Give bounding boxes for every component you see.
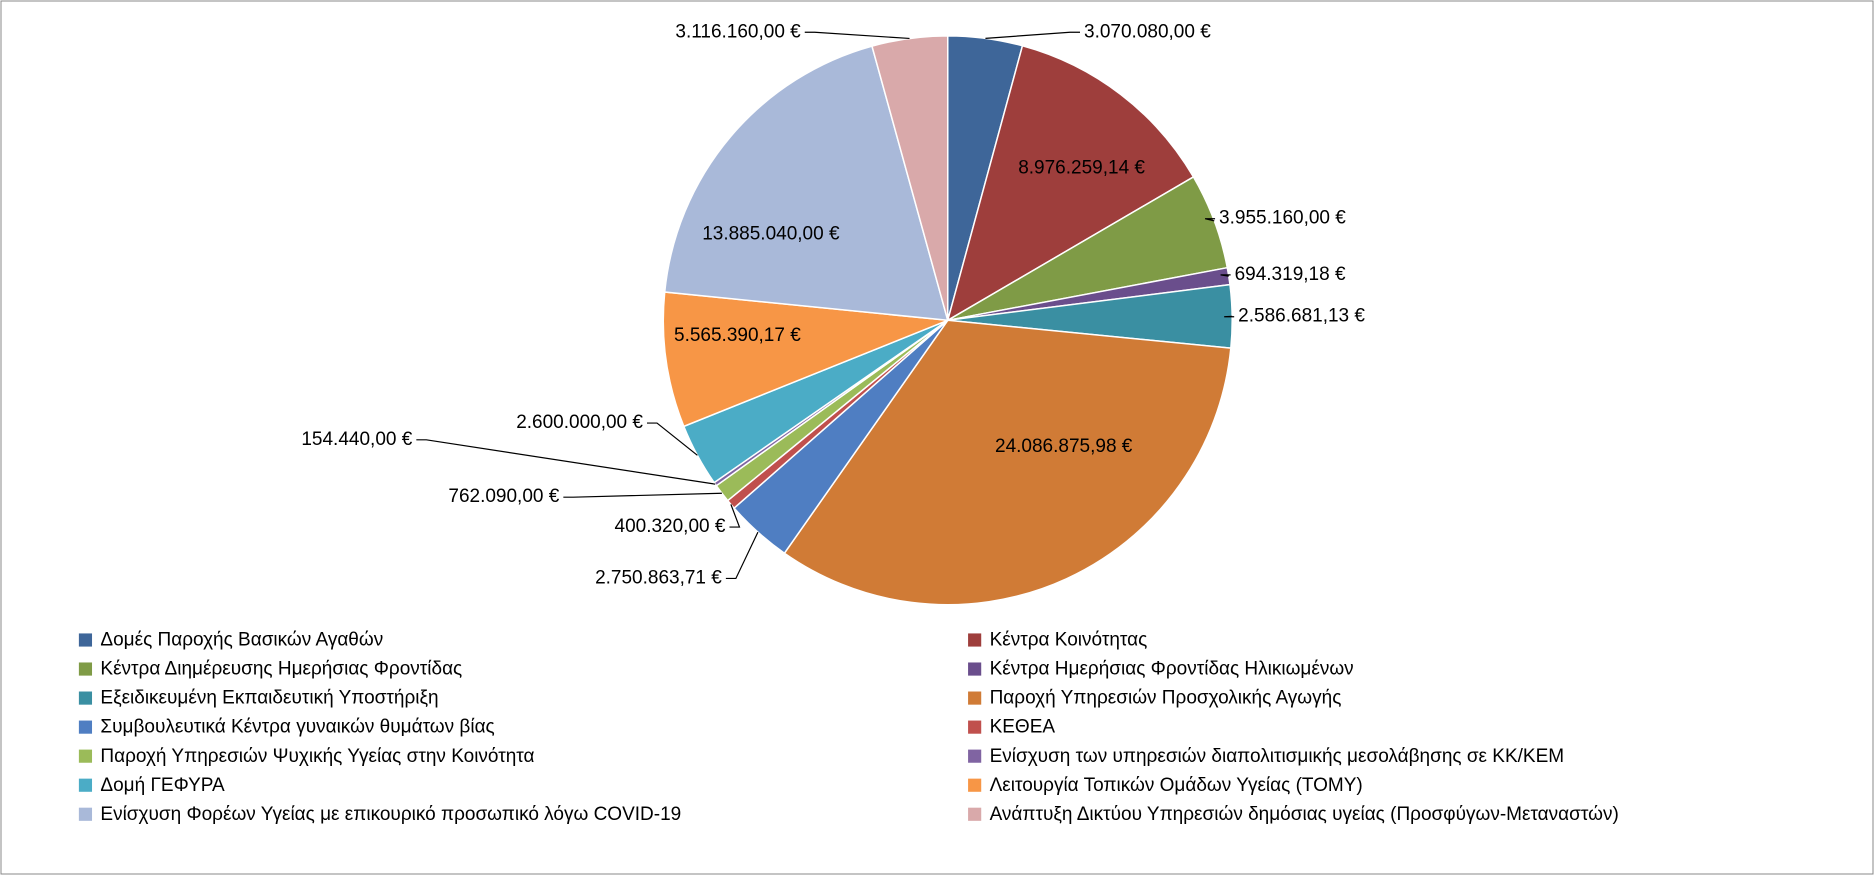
legend-swatch <box>78 662 93 676</box>
leader-line <box>804 31 910 40</box>
legend-label: Κέντρα Διημέρευσης Ημερήσιας Φροντίδας <box>100 659 462 680</box>
data-label: 5.565.390,17 € <box>674 325 801 346</box>
data-label: 694.319,18 € <box>1235 264 1346 285</box>
data-label: 400.320,00 € <box>615 516 726 537</box>
legend-label: Δομή ΓΕΦΥΡΑ <box>100 775 225 796</box>
legend-label: Παροχή Υπηρεσιών Προσχολικής Αγωγής <box>990 688 1342 709</box>
legend-label: Συμβουλευτικά Κέντρα γυναικών θυμάτων βί… <box>100 717 494 738</box>
legend-swatch <box>968 662 982 676</box>
legend-swatch <box>78 807 93 821</box>
data-label: 3.955.160,00 € <box>1219 208 1346 229</box>
legend-label: ΚΕΘΕΑ <box>990 717 1056 738</box>
pie-slice <box>783 319 1232 606</box>
leader-line <box>1220 274 1231 277</box>
legend-label: Ενίσχυση των υπηρεσιών διαπολιτισμικής μ… <box>990 746 1565 767</box>
legend-label: Δομές Παροχής Βασικών Αγαθών <box>100 630 383 651</box>
legend-label: Κέντρα Ημερήσιας Φροντίδας Ηλικιωμένων <box>990 659 1354 680</box>
data-label: 13.885.040,00 € <box>702 223 840 244</box>
leader-line <box>646 422 698 456</box>
legend-label: Εξειδικευμένη Εκπαιδευτική Υποστήριξη <box>100 688 438 709</box>
legend-swatch <box>968 633 982 647</box>
legend-swatch <box>968 807 982 821</box>
legend-swatch <box>968 691 982 705</box>
pie-slice <box>662 291 949 428</box>
legend-swatch <box>78 749 93 763</box>
data-label: 24.086.875,98 € <box>995 436 1133 457</box>
data-label: 154.440,00 € <box>301 429 412 450</box>
legend-swatch <box>78 691 93 705</box>
legend-swatch <box>78 720 93 734</box>
leader-line <box>725 531 759 580</box>
data-label: 2.750.863,71 € <box>595 567 722 588</box>
leader-line <box>985 31 1081 39</box>
legend-swatch <box>78 778 93 792</box>
pie-slice <box>946 44 1195 322</box>
leader-line <box>1204 218 1216 222</box>
legend-swatch <box>968 720 982 734</box>
legend-label: Παροχή Υπηρεσιών Ψυχικής Υγείας στην Κοι… <box>100 746 534 767</box>
data-label: 762.090,00 € <box>448 486 559 507</box>
pie-slice <box>871 35 949 321</box>
legend-swatch <box>968 778 982 792</box>
data-label: 3.116.160,00 € <box>675 21 801 42</box>
legend-swatch <box>78 633 93 647</box>
data-label: 8.976.259,14 € <box>1018 158 1145 179</box>
legend-swatch <box>968 749 982 763</box>
leader-line <box>729 504 741 528</box>
legend-label: Ενίσχυση Φορέων Υγείας με επικουρικό προ… <box>100 804 681 825</box>
data-label: 2.586.681,13 € <box>1238 306 1365 327</box>
legend-label: Λειτουργία Τοπικών Ομάδων Υγείας (ΤΟΜΥ) <box>990 775 1363 796</box>
legend-label: Κέντρα Κοινότητας <box>990 630 1148 651</box>
legend-label: Ανάπτυξη Δικτύου Υπηρεσιών δημόσιας υγεί… <box>990 804 1619 825</box>
data-label: 2.600.000,00 € <box>516 412 643 433</box>
leader-line <box>563 492 722 498</box>
pie-slice <box>663 45 949 322</box>
data-label: 3.070.080,00 € <box>1084 21 1211 42</box>
leader-line <box>416 439 716 485</box>
